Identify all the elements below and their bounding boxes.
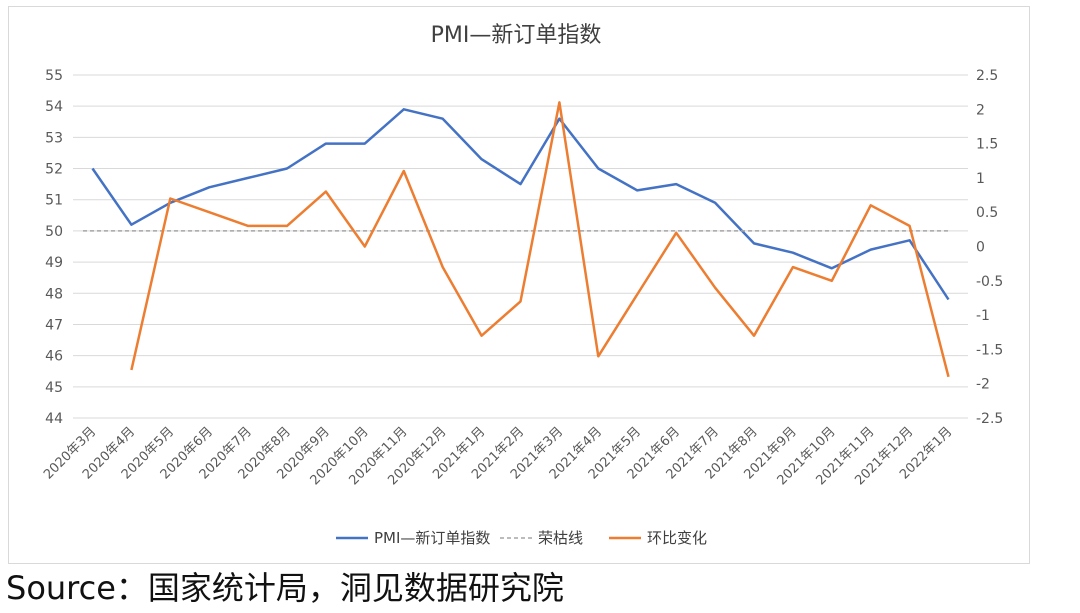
series-line-0 [91, 108, 950, 301]
right-axis-ticks: -2.5 -2 -1.5 -1 -0.5 0 0.5 1 1.5 2 2.5 [976, 68, 1003, 427]
right-tick-label: -2 [976, 377, 990, 393]
left-tick-label: 46 [45, 349, 63, 365]
right-tick-label: 2 [976, 102, 985, 118]
left-tick-label: 48 [45, 286, 63, 302]
left-tick-label: 52 [45, 162, 63, 178]
left-tick-label: 51 [45, 193, 63, 209]
legend-item: 环比变化 [609, 529, 707, 547]
right-tick-label: 0 [976, 240, 985, 256]
right-tick-label: 1 [976, 171, 985, 187]
left-tick-label: 54 [45, 99, 63, 115]
chart-frame: PMI—新订单指数 44 45 46 47 48 49 50 51 52 53 54 55 -2.5-… [8, 6, 1030, 564]
left-tick-label: 50 [45, 224, 63, 240]
left-tick-label: 44 [45, 411, 63, 427]
source-caption: Source：国家统计局，洞见数据研究院 [6, 569, 564, 607]
legend-label: 荣枯线 [538, 529, 583, 547]
legend-item: 荣枯线 [500, 529, 583, 547]
grid-layer [73, 74, 968, 419]
right-tick-label: 1.5 [976, 137, 998, 153]
right-tick-label: 0.5 [976, 205, 998, 221]
right-tick-label: 2.5 [976, 68, 998, 84]
right-tick-label: -1 [976, 308, 990, 324]
right-tick-label: -2.5 [976, 411, 1003, 427]
left-tick-label: 45 [45, 380, 63, 396]
legend-label: 环比变化 [647, 529, 707, 547]
legend: PMI—新订单指数 荣枯线 环比变化 [336, 529, 707, 547]
left-tick-label: 47 [45, 317, 63, 333]
left-tick-label: 49 [45, 255, 63, 271]
x-axis-ticks: 2020年3月2020年4月2020年5月2020年6月2020年7月2020年… [41, 424, 955, 488]
left-tick-label: 55 [45, 68, 63, 84]
legend-item: PMI—新订单指数 [336, 529, 490, 547]
left-tick-label: 53 [45, 130, 63, 146]
left-axis-ticks: 44 45 46 47 48 49 50 51 52 53 54 55 [45, 68, 63, 427]
legend-label: PMI—新订单指数 [374, 529, 490, 547]
right-tick-label: -1.5 [976, 342, 1003, 358]
chart-title: PMI—新订单指数 [431, 23, 602, 48]
right-tick-label: -0.5 [976, 274, 1003, 290]
series-layer [83, 101, 950, 378]
series-line-2 [130, 101, 950, 378]
